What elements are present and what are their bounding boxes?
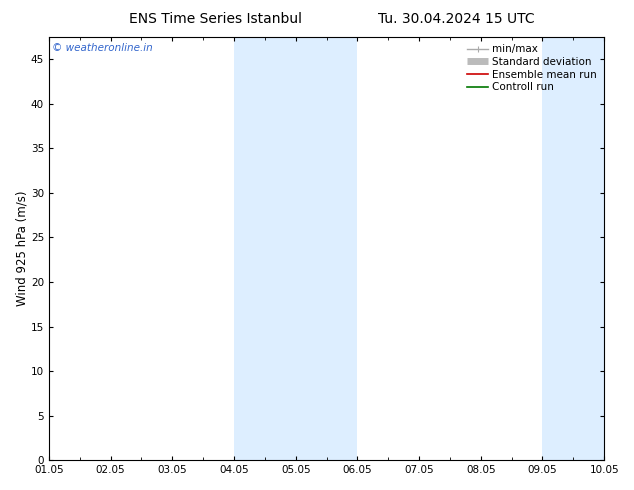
Legend: min/max, Standard deviation, Ensemble mean run, Controll run: min/max, Standard deviation, Ensemble me… [463, 40, 601, 97]
Text: © weatheronline.in: © weatheronline.in [51, 44, 152, 53]
Text: Tu. 30.04.2024 15 UTC: Tu. 30.04.2024 15 UTC [378, 12, 535, 26]
Bar [234, 37, 358, 460]
Text: ENS Time Series Istanbul: ENS Time Series Istanbul [129, 12, 302, 26]
Bar [543, 37, 604, 460]
Y-axis label: Wind 925 hPa (m/s): Wind 925 hPa (m/s) [15, 191, 28, 306]
